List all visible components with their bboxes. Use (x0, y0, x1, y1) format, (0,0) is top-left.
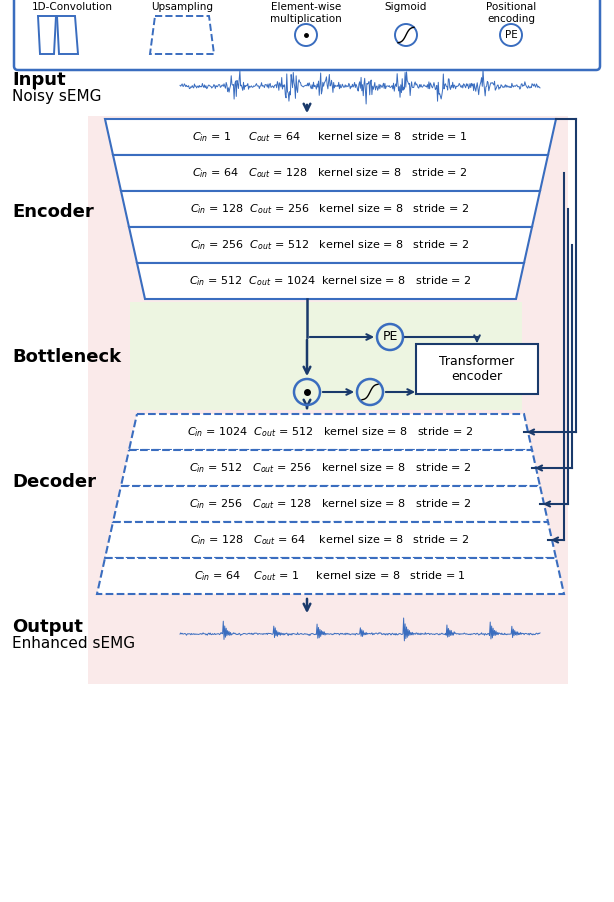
FancyBboxPatch shape (14, 0, 600, 70)
Text: 1D-Convolution: 1D-Convolution (31, 2, 112, 12)
Text: Upsampling: Upsampling (151, 2, 213, 12)
Polygon shape (105, 119, 556, 155)
Text: Output: Output (12, 618, 83, 636)
Text: $C_{in}$ = 512  $C_{out}$ = 1024  kernel size = 8   stride = 2: $C_{in}$ = 512 $C_{out}$ = 1024 kernel s… (188, 274, 472, 288)
Text: PE: PE (505, 30, 518, 40)
Text: $C_{in}$ = 64   $C_{out}$ = 128   kernel size = 8   stride = 2: $C_{in}$ = 64 $C_{out}$ = 128 kernel siz… (192, 166, 468, 179)
Text: Element-wise
multiplication: Element-wise multiplication (270, 2, 342, 23)
Text: Transformer
encoder: Transformer encoder (440, 355, 515, 383)
Text: $C_{in}$ = 128   $C_{out}$ = 64    kernel size = 8   stride = 2: $C_{in}$ = 128 $C_{out}$ = 64 kernel siz… (190, 533, 470, 547)
Text: $C_{in}$ = 512   $C_{out}$ = 256   kernel size = 8   stride = 2: $C_{in}$ = 512 $C_{out}$ = 256 kernel si… (188, 461, 472, 474)
Text: Bottleneck: Bottleneck (12, 348, 121, 366)
Polygon shape (105, 522, 556, 558)
Polygon shape (121, 191, 540, 227)
Text: Sigmoid: Sigmoid (385, 2, 427, 12)
Text: Input: Input (12, 71, 66, 89)
Polygon shape (129, 227, 532, 263)
Text: PE: PE (383, 330, 398, 344)
Text: $C_{in}$ = 64    $C_{out}$ = 1     kernel size = 8   stride = 1: $C_{in}$ = 64 $C_{out}$ = 1 kernel size … (194, 569, 466, 583)
Text: $C_{in}$ = 128  $C_{out}$ = 256   kernel size = 8   stride = 2: $C_{in}$ = 128 $C_{out}$ = 256 kernel si… (190, 202, 470, 216)
FancyBboxPatch shape (130, 302, 522, 410)
Text: Encoder: Encoder (12, 203, 94, 221)
Polygon shape (97, 558, 564, 594)
Text: $C_{in}$ = 256   $C_{out}$ = 128   kernel size = 8   stride = 2: $C_{in}$ = 256 $C_{out}$ = 128 kernel si… (188, 497, 472, 511)
Text: Positional
encoding: Positional encoding (486, 2, 536, 23)
Text: Enhanced sEMG: Enhanced sEMG (12, 637, 135, 651)
FancyBboxPatch shape (416, 344, 538, 394)
Polygon shape (137, 263, 524, 299)
Text: $C_{in}$ = 1     $C_{out}$ = 64     kernel size = 8   stride = 1: $C_{in}$ = 1 $C_{out}$ = 64 kernel size … (192, 130, 468, 144)
Polygon shape (121, 450, 540, 486)
Polygon shape (129, 414, 532, 450)
Polygon shape (113, 486, 548, 522)
Text: $C_{in}$ = 1024  $C_{out}$ = 512   kernel size = 8   stride = 2: $C_{in}$ = 1024 $C_{out}$ = 512 kernel s… (187, 425, 473, 439)
Polygon shape (113, 155, 548, 191)
Text: $C_{in}$ = 256  $C_{out}$ = 512   kernel size = 8   stride = 2: $C_{in}$ = 256 $C_{out}$ = 512 kernel si… (190, 238, 470, 252)
Text: Decoder: Decoder (12, 473, 96, 491)
FancyBboxPatch shape (88, 116, 568, 684)
Text: Noisy sEMG: Noisy sEMG (12, 88, 101, 104)
